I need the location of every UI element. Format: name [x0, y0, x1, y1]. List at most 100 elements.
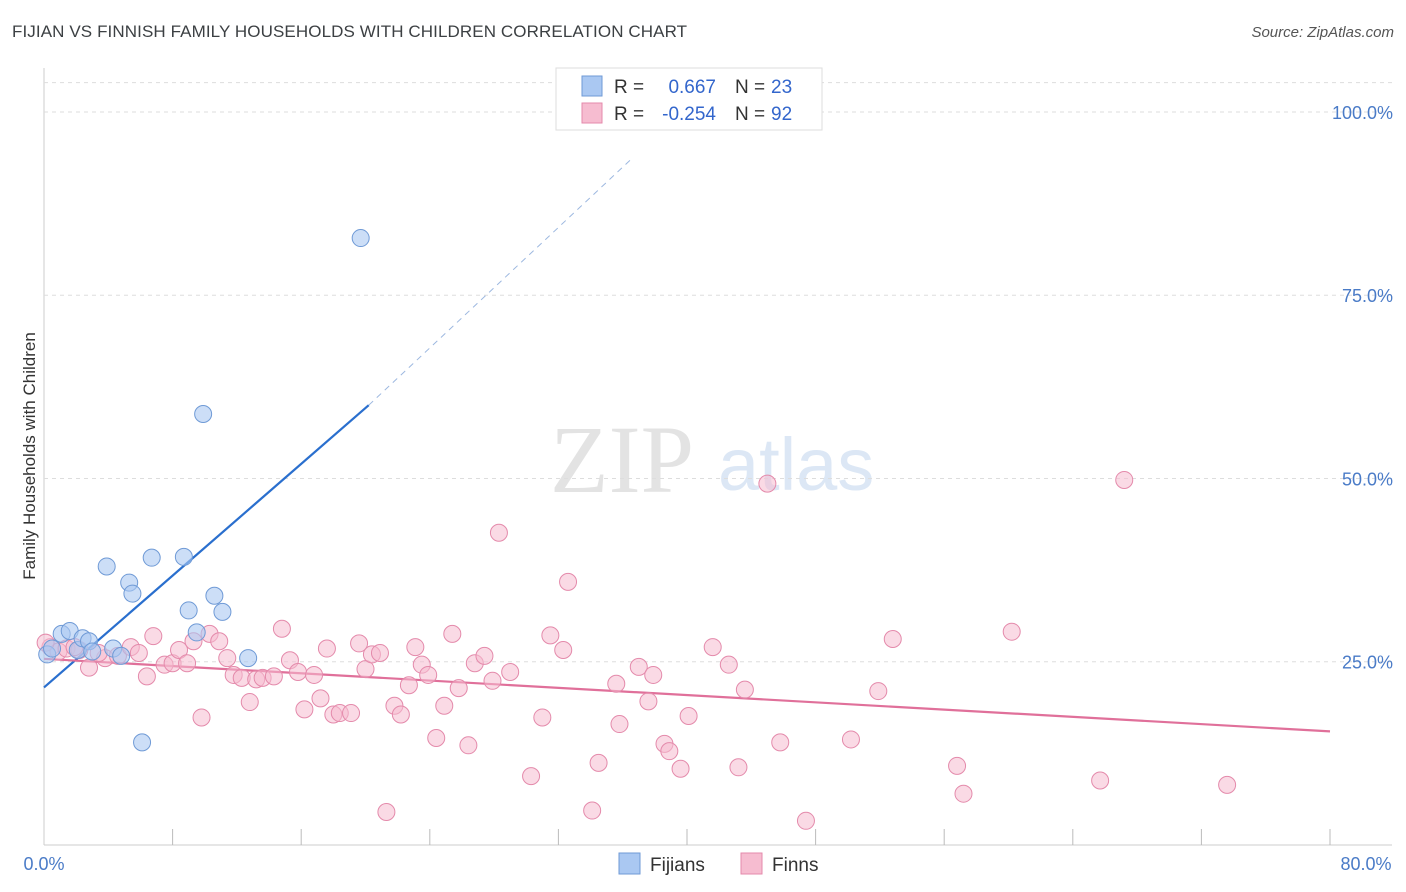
point-finns-57: [522, 767, 541, 786]
point-finns-81: [869, 682, 888, 701]
point-finns-25: [264, 667, 283, 686]
legend-box: R = 0.667 N = 23 R = -0.254 N = 92: [555, 67, 823, 131]
point-finns-28: [288, 663, 307, 682]
point-finns-48: [435, 696, 454, 715]
point-finns-50: [449, 679, 468, 698]
x-ticks: [172, 829, 1331, 845]
point-finns-26: [272, 619, 291, 638]
point-finns-36: [350, 634, 369, 653]
point-fijians-15: [174, 547, 193, 566]
bottom-legend: Fijians Finns: [618, 852, 818, 876]
point-finns-74: [719, 655, 738, 674]
legend-n-label-fijians: N =: [735, 77, 765, 98]
data-points: [36, 229, 1237, 830]
trend-line-fijians-extension: [368, 159, 632, 406]
point-fijians-19: [205, 586, 224, 605]
point-finns-42: [391, 705, 410, 724]
legend-swatch-fijians: [581, 75, 603, 97]
trend-line-fijians: [43, 404, 370, 689]
point-finns-54: [483, 671, 502, 690]
y-tick-label-25: 25.0%: [1342, 653, 1393, 673]
point-finns-35: [342, 704, 361, 723]
point-finns-70: [660, 742, 679, 761]
legend-n-value-finns: 92: [771, 104, 792, 125]
grid-layer: [44, 82, 1392, 663]
x-tick-label-max: 80.0%: [1340, 854, 1391, 874]
point-finns-43: [399, 676, 418, 695]
point-finns-79: [796, 811, 815, 830]
point-finns-62: [583, 801, 602, 820]
point-finns-84: [954, 784, 973, 803]
bottom-legend-label-finns: Finns: [772, 855, 818, 876]
point-fijians-21: [239, 649, 258, 668]
watermark-atlas: atlas: [718, 423, 874, 506]
point-finns-51: [459, 736, 478, 755]
point-finns-22: [240, 693, 259, 712]
point-finns-32: [317, 639, 336, 658]
point-finns-8: [129, 643, 148, 662]
point-finns-29: [295, 700, 314, 719]
point-finns-67: [639, 692, 658, 711]
point-finns-16: [192, 708, 211, 727]
point-finns-75: [729, 758, 748, 777]
point-fijians-8: [97, 557, 116, 576]
bottom-legend-swatch-finns: [740, 852, 763, 875]
point-finns-44: [406, 638, 425, 657]
legend-r-label-finns: R =: [614, 104, 644, 125]
point-finns-18: [210, 632, 229, 651]
point-finns-86: [1091, 771, 1110, 790]
legend-swatch-finns: [581, 102, 603, 124]
legend-r-label-fijians: R =: [614, 77, 644, 98]
point-finns-39: [370, 643, 389, 662]
point-fijians-17: [187, 623, 206, 642]
y-axis-title: Family Households with Children: [20, 332, 39, 580]
bottom-legend-label-fijians: Fijians: [650, 855, 705, 876]
legend-n-label-finns: N =: [735, 104, 765, 125]
point-fijians-22: [351, 229, 370, 248]
legend-r-value-fijians: 0.667: [668, 77, 716, 98]
point-fijians-1: [43, 639, 62, 658]
point-finns-73: [703, 638, 722, 657]
point-finns-53: [475, 646, 494, 665]
point-fijians-16: [179, 601, 198, 620]
point-finns-71: [671, 759, 690, 778]
chart-source: Source: ZipAtlas.com: [1251, 24, 1394, 41]
point-finns-13: [170, 641, 189, 660]
point-finns-82: [883, 630, 902, 649]
x-tick-label-min: 0.0%: [23, 854, 64, 874]
watermark-zip: ZIP: [550, 406, 694, 513]
point-finns-47: [427, 728, 446, 747]
point-fijians-13: [133, 733, 152, 752]
point-fijians-10: [112, 646, 131, 665]
bottom-legend-swatch-fijians: [618, 852, 641, 875]
point-fijians-18: [194, 404, 213, 423]
point-finns-88: [1218, 775, 1237, 794]
point-finns-59: [541, 626, 560, 645]
point-fijians-20: [213, 602, 232, 621]
point-finns-9: [137, 667, 156, 686]
point-finns-46: [419, 665, 438, 684]
point-finns-60: [554, 641, 573, 660]
point-finns-85: [1002, 622, 1021, 641]
legend-r-value-finns: -0.254: [662, 104, 716, 125]
point-finns-14: [178, 654, 197, 673]
point-finns-83: [948, 756, 967, 775]
chart-title: FIJIAN VS FINNISH FAMILY HOUSEHOLDS WITH…: [12, 22, 688, 41]
point-finns-87: [1115, 470, 1134, 489]
y-tick-label-75: 75.0%: [1342, 286, 1393, 306]
point-fijians-7: [83, 642, 102, 661]
point-finns-49: [443, 624, 462, 643]
point-finns-64: [607, 674, 626, 693]
point-finns-61: [559, 572, 578, 591]
point-finns-68: [644, 665, 663, 684]
point-finns-66: [629, 657, 648, 676]
point-finns-63: [589, 753, 608, 772]
point-finns-40: [377, 803, 396, 822]
point-finns-30: [305, 665, 324, 684]
point-finns-10: [144, 627, 163, 646]
point-finns-56: [501, 663, 520, 682]
point-finns-76: [735, 680, 754, 699]
point-finns-65: [610, 715, 629, 734]
point-finns-77: [758, 474, 777, 493]
